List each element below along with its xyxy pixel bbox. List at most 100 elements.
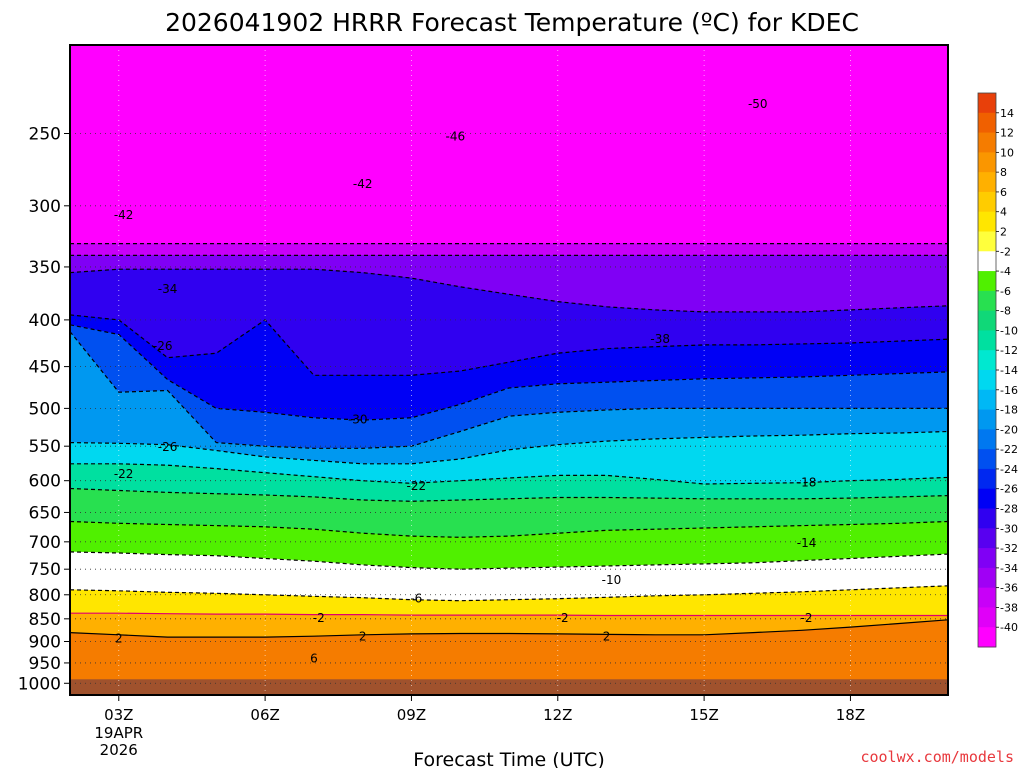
y-tick-label: 400 — [29, 311, 61, 331]
isotherm-line — [70, 619, 948, 638]
x-axis-label: Forecast Time (UTC) — [413, 749, 604, 768]
colorbar-swatch — [978, 567, 996, 589]
colorbar-label: -2 — [1000, 245, 1011, 258]
x-tick-label: 06Z — [250, 706, 279, 724]
plot-frame — [69, 44, 949, 696]
x-tick-date-label: 19APR — [94, 724, 143, 742]
x-tick-label: 18Z — [836, 706, 865, 724]
colorbar-swatch — [978, 251, 996, 272]
isotherm-contours — [70, 243, 948, 638]
contour-label: -26 — [158, 440, 178, 454]
colorbar-swatch — [978, 528, 996, 549]
y-axis-pressure-ticks: 2503003504004505005506006507007508008509… — [18, 124, 70, 694]
colorbar-label: -16 — [1000, 384, 1018, 397]
colorbar-swatch — [978, 271, 996, 292]
y-tick-label: 750 — [29, 560, 61, 580]
y-tick-label: 650 — [29, 503, 61, 523]
x-tick-label: 09Z — [397, 706, 426, 724]
colorbar-swatch — [978, 409, 996, 430]
colorbar-label: 4 — [1000, 206, 1007, 219]
colorbar-swatch — [978, 310, 996, 331]
colorbar-swatch — [978, 508, 996, 529]
y-tick-label: 900 — [29, 632, 61, 652]
contour-label: -34 — [158, 282, 178, 296]
y-tick-label: 300 — [29, 197, 61, 217]
contour-label: -18 — [797, 476, 817, 490]
isotherm-line — [70, 331, 948, 449]
contour-label: -2 — [313, 611, 325, 625]
colorbar-label: -10 — [1000, 324, 1018, 337]
colorbar-swatch — [978, 330, 996, 351]
contour-label: -14 — [797, 536, 817, 550]
colorbar-label: -12 — [1000, 344, 1018, 357]
ground-layer — [70, 679, 948, 695]
isotherm-line — [70, 430, 948, 465]
contour-label: -22 — [407, 479, 427, 493]
colorbar-swatch — [978, 468, 996, 490]
colorbar-swatch — [978, 607, 996, 628]
contour-labels: -50-46-42-42-38-34-30-26-26-22-22 -18-14-… — [114, 97, 817, 666]
y-tick-label: 500 — [29, 399, 61, 419]
gridlines — [70, 45, 948, 695]
colorbar-label: -14 — [1000, 364, 1018, 377]
colorbar-label: 12 — [1000, 127, 1014, 140]
colorbar-swatch — [978, 152, 996, 173]
colorbar-swatch — [978, 191, 996, 213]
colorbar-label: -30 — [1000, 522, 1018, 535]
colorbar-label: -8 — [1000, 305, 1011, 318]
y-tick-label: 950 — [29, 654, 61, 674]
colorbar-swatch — [978, 370, 996, 391]
colorbar-label: -28 — [1000, 503, 1018, 516]
colorbar-swatch — [978, 172, 996, 193]
contour-label: -2 — [801, 611, 813, 625]
colorbar-swatch — [978, 548, 996, 569]
contour-label: -30 — [348, 412, 368, 426]
colorbar-label: 10 — [1000, 146, 1014, 159]
y-tick-label: 800 — [29, 586, 61, 606]
contour-label: -38 — [650, 332, 670, 346]
colorbar-swatch — [978, 93, 996, 114]
y-tick-label: 450 — [29, 358, 61, 378]
x-tick-label: 12Z — [543, 706, 572, 724]
y-tick-label: 700 — [29, 533, 61, 553]
colorbar-swatch — [978, 132, 996, 153]
colorbar-swatch — [978, 290, 996, 312]
contour-label: -10 — [602, 573, 622, 587]
colorbar-swatch — [978, 389, 996, 411]
colorbar-swatch — [978, 449, 996, 470]
colorbar-label: -20 — [1000, 423, 1018, 436]
colorbar-label: -26 — [1000, 483, 1018, 496]
colorbar-label: 14 — [1000, 107, 1014, 120]
colorbar-label: -34 — [1000, 562, 1018, 575]
y-tick-label: 600 — [29, 472, 61, 492]
colorbar-swatch — [978, 231, 996, 252]
colorbar-label: -6 — [1000, 285, 1011, 298]
y-tick-label: 1000 — [18, 674, 61, 694]
contour-label: -2 — [557, 611, 569, 625]
y-tick-label: 350 — [29, 258, 61, 278]
isotherm-line — [70, 612, 948, 617]
credit-link[interactable]: coolwx.com/models — [860, 748, 1014, 766]
x-tick-label: 15Z — [689, 706, 718, 724]
isotherm-line — [70, 324, 948, 421]
contour-label: -42 — [353, 177, 373, 191]
y-tick-label: 850 — [29, 610, 61, 630]
colorbar-label: 6 — [1000, 186, 1007, 199]
x-tick-date-label: 2026 — [100, 741, 138, 759]
isotherm-line — [70, 585, 948, 602]
colorbar-swatch — [978, 211, 996, 232]
chart-title: 2026041902 HRRR Forecast Temperature (ºC… — [165, 8, 859, 37]
y-tick-label: 250 — [29, 124, 61, 144]
ground-surface — [70, 679, 948, 695]
contour-label: 2 — [359, 630, 367, 644]
contour-label: -6 — [410, 592, 422, 606]
colorbar-label: -22 — [1000, 443, 1018, 456]
colorbar-legend: 14 12 10 8 6 4 2 -2 -4 -6 -8 -10 -12 -14 -16 -18 -20 -22 -… — [977, 92, 1018, 648]
contour-label: 2 — [115, 631, 123, 645]
colorbar-label: 2 — [1000, 226, 1007, 239]
colorbar-swatch — [978, 429, 996, 450]
colorbar-label: -4 — [1000, 265, 1011, 278]
temperature-band — [70, 243, 948, 256]
